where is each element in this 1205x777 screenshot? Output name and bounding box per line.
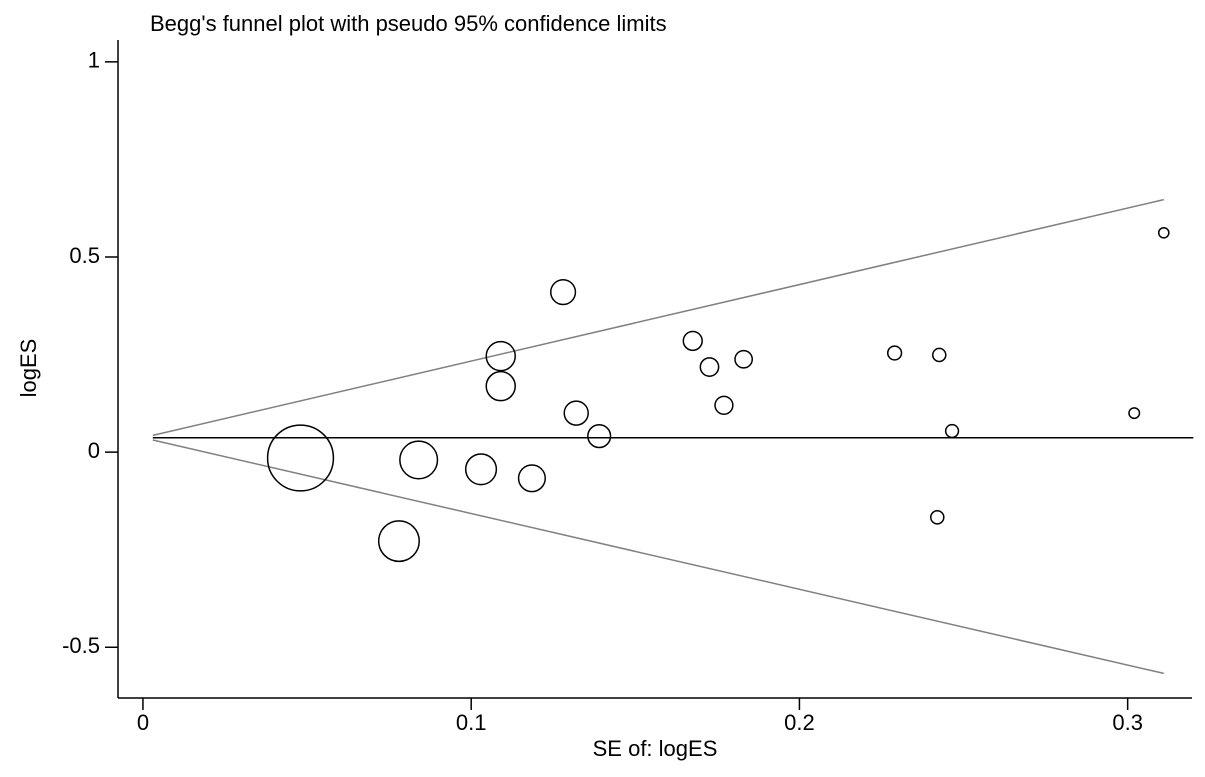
reference-line [152, 439, 1164, 675]
study-point [734, 349, 754, 369]
reference-line [152, 198, 1164, 437]
study-point [549, 279, 577, 306]
x-tick-label: 0.3 [1112, 710, 1143, 735]
study-point [714, 395, 734, 415]
study-point [931, 347, 947, 363]
y-axis-label: logES [16, 339, 41, 398]
study-point [1128, 407, 1141, 420]
y-tick-label: 0 [88, 438, 100, 463]
study-point [266, 424, 335, 492]
study-point [699, 357, 720, 377]
study-point [587, 424, 612, 449]
chart-title: Begg's funnel plot with pseudo 95% confi… [150, 11, 667, 36]
study-point [930, 510, 945, 525]
study-point [485, 340, 516, 372]
study-point [682, 330, 703, 352]
y-tick-label: 0.5 [69, 243, 100, 268]
x-tick-label: 0.1 [456, 710, 487, 735]
study-point [563, 400, 589, 426]
study-point [517, 464, 546, 493]
study-point [1157, 226, 1170, 239]
y-tick-label: 1 [88, 48, 100, 73]
x-tick-label: 0 [137, 710, 149, 735]
study-point [464, 453, 498, 486]
x-axis-label: SE of: logES [593, 736, 718, 761]
x-tick-label: 0.2 [784, 710, 815, 735]
study-point [944, 423, 960, 439]
study-point [399, 440, 439, 480]
study-point [485, 370, 516, 402]
study-point [886, 345, 903, 361]
y-tick-label: -0.5 [62, 633, 100, 658]
study-point [377, 520, 420, 563]
